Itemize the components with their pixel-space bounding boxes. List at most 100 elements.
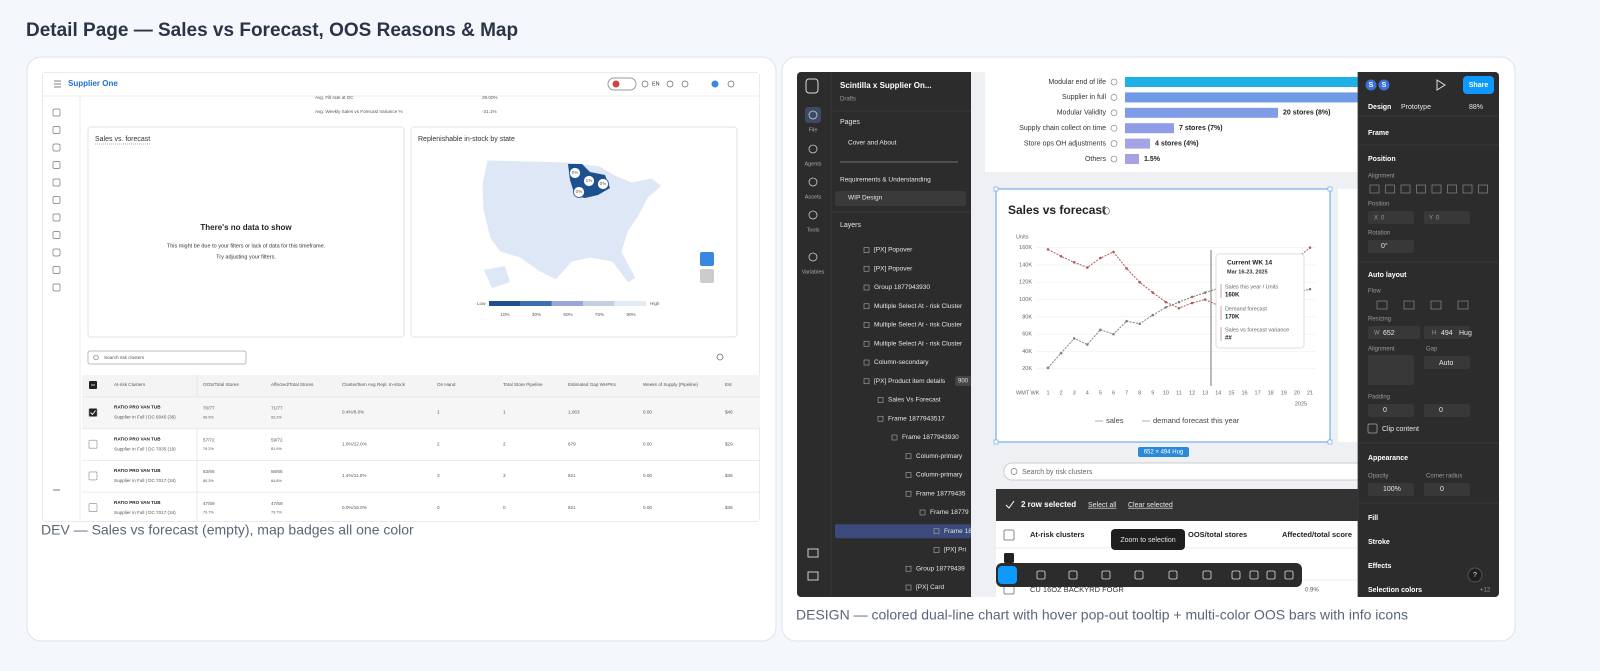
check — [1005, 500, 1015, 509]
property-corner-value: 0 — [1440, 486, 1444, 493]
cell: 1 — [503, 410, 506, 415]
icon — [727, 80, 735, 88]
legend-label: sales — [1106, 416, 1124, 425]
point — [1072, 261, 1076, 264]
affected-pct: 84.8% — [271, 479, 282, 483]
handle — [1327, 439, 1333, 445]
tool-icon — [1036, 570, 1046, 580]
tool-icon — [1284, 570, 1294, 580]
cluster-name: RATIO PRO VAN TUB — [114, 405, 161, 410]
clear-selected[interactable]: Clear selected — [1128, 502, 1173, 509]
icon — [666, 80, 674, 88]
canvas-content: Modular end of life Supplier in full Modul… — [985, 72, 1358, 597]
bar-label: Supply chain collect on time — [1019, 125, 1106, 132]
affected-pct: 92.2% — [271, 416, 282, 420]
layer-name: [PX] Popover — [874, 265, 913, 272]
rail-label: Assets — [805, 194, 822, 200]
layer-name: Frame 18779435 — [916, 490, 966, 497]
metric-label: Avg. Weekly Sales vs Forecast Variance % — [315, 109, 403, 114]
page-title: Detail Page — Sales vs Forecast, OOS Rea… — [26, 20, 518, 41]
check — [90, 410, 96, 416]
x-tick-label: 8 — [1138, 390, 1141, 396]
handle — [1327, 186, 1333, 192]
layer-name: Multiple Select At - risk Cluster — [874, 340, 963, 347]
legend-swatch — [489, 301, 521, 306]
column-header: At-risk Clusters — [114, 382, 146, 387]
property-alignment: Alignment — [1368, 174, 1395, 180]
point — [1308, 287, 1312, 291]
point — [1099, 256, 1102, 260]
legend-tick: 10% — [500, 312, 509, 317]
layer-name: Column-primary — [916, 453, 963, 460]
layer-icon — [905, 584, 912, 591]
column-header: OOS/total stores — [1188, 530, 1247, 539]
bar-value-label: 4 stores (4%) — [1155, 140, 1199, 147]
x-tick-label: 18 — [1268, 390, 1274, 396]
chart-card — [1338, 189, 1358, 442]
cluster-detail: Supplier in Full | DC 7035 (19) — [114, 446, 176, 451]
avatar: S — [1369, 82, 1374, 89]
cluster-detail: Supplier in Full | DC 7017 (34) — [114, 478, 176, 483]
align-icon — [1400, 184, 1411, 194]
tool-icon — [1249, 570, 1259, 580]
input-box — [1424, 211, 1470, 224]
cell: 1.4%/11.0% — [342, 473, 366, 478]
oos: 57/72 — [203, 437, 215, 442]
tool-icon — [1168, 570, 1178, 580]
flow-icon — [1430, 300, 1442, 310]
rail-label: Agents — [804, 161, 821, 167]
legend-label: demand forecast this year — [1153, 416, 1240, 425]
design-screenshot: File Agents Assets Tools Variables Scintilla … — [797, 72, 1499, 597]
search-box — [1003, 462, 1358, 481]
layer-selected — [835, 524, 971, 539]
property-flow: Flow — [1368, 289, 1381, 295]
cell: $36 — [725, 505, 733, 510]
oos: 53/66 — [203, 469, 215, 474]
x-tick-label: 21 — [1307, 390, 1313, 396]
cell: 1,063 — [568, 410, 580, 415]
zoom-out — [700, 269, 714, 283]
export-icon — [716, 353, 724, 361]
column-header: Total Store Pipeline — [503, 382, 543, 387]
page-item: Requirements & Understanding — [840, 177, 931, 184]
property-tab-prototype: Prototype — [1401, 104, 1431, 111]
property-selection-colors: Selection colors — [1368, 587, 1422, 594]
info-icon — [1110, 109, 1118, 117]
property-frame: Frame — [1368, 130, 1389, 137]
layer-name: Column-primary — [916, 472, 963, 479]
chart-title: Sales vs forecast — [1008, 203, 1106, 217]
column-header: Est — [725, 382, 732, 387]
layer-icon — [933, 528, 940, 535]
point — [1190, 295, 1194, 299]
property-gap: Gap — [1426, 347, 1438, 353]
layer-icon — [905, 472, 912, 478]
bar — [1125, 107, 1278, 118]
legend-swatch — [583, 301, 615, 306]
column-header: Estimated Gap WHPKs — [568, 382, 616, 387]
size-tag: 652 × 494 Hug — [1144, 450, 1184, 456]
x-axis-label: WMT WK — [1016, 390, 1040, 396]
section-title: Layers — [840, 222, 862, 229]
rail-icon — [808, 210, 818, 220]
legend-high: High — [650, 301, 660, 306]
help-bg — [1467, 567, 1483, 583]
search-icon — [93, 354, 99, 361]
align-icon — [1431, 184, 1442, 194]
flag — [612, 80, 620, 88]
point — [1046, 248, 1050, 251]
column-header: OOS/Total Stores — [203, 382, 239, 387]
align-icon — [1447, 184, 1457, 194]
us-map — [481, 159, 663, 284]
share-button[interactable] — [1463, 76, 1494, 94]
tool-icon — [1134, 570, 1144, 580]
layer-icon — [919, 509, 926, 516]
avatar-bg — [1377, 78, 1391, 92]
select-all[interactable]: Select all — [1088, 502, 1117, 509]
map-badge — [573, 186, 585, 198]
avatar: S — [1382, 82, 1387, 89]
metric-value: 29.00% — [482, 95, 498, 100]
layer-icon — [863, 303, 870, 310]
tool-active — [998, 566, 1017, 584]
tooltip-date: Mar 16-23, 2025 — [1227, 269, 1268, 275]
layer-icon — [905, 453, 912, 460]
